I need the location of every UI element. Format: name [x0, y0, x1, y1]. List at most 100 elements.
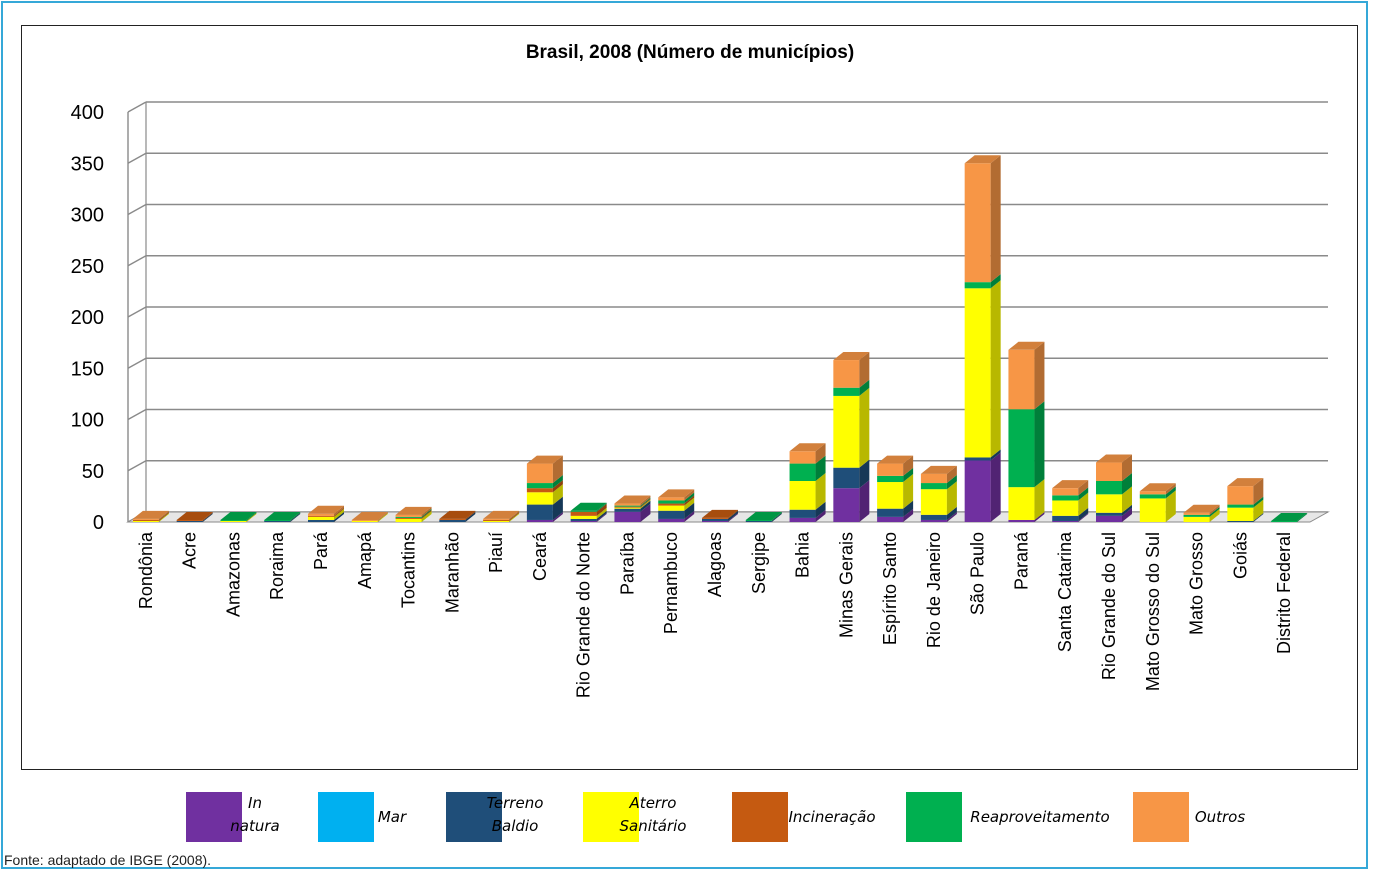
bar-segment-side — [903, 508, 914, 522]
bar-segment-side — [815, 501, 826, 518]
gridline-side — [127, 460, 147, 472]
bar-segment — [351, 519, 378, 521]
bar-top — [395, 506, 432, 515]
legend-label: Reaproveitamento — [970, 808, 1109, 826]
bar-segment — [132, 519, 159, 521]
y-tick-label: 200 — [71, 307, 104, 329]
bar-segment — [308, 516, 334, 520]
bar-stack — [176, 511, 213, 522]
y-tick-label: 400 — [71, 102, 104, 124]
bar-segment-side — [1034, 341, 1045, 410]
bar-stack — [264, 511, 301, 522]
legend-item: Outros — [1133, 792, 1245, 842]
bar-segment — [526, 488, 553, 493]
bar-segment-side — [1209, 504, 1220, 515]
bar-segment — [614, 506, 641, 508]
y-tick-label: 150 — [71, 358, 104, 380]
bar-segment — [1008, 519, 1035, 522]
y-tick-label: 100 — [71, 410, 104, 432]
gridline-side — [127, 357, 147, 369]
bar-segment — [789, 509, 816, 518]
bar-segment — [176, 519, 203, 521]
bar-segment-side — [509, 510, 520, 520]
bar-top — [964, 155, 1001, 164]
bar-segment-side — [859, 352, 870, 388]
bar-segment — [745, 519, 772, 521]
bar-segment-side — [728, 510, 738, 521]
bar-top — [220, 511, 257, 520]
y-axis-ticks: 0 50 100 150 200 250 300 350 400 — [71, 102, 104, 534]
legend-item: Mar — [318, 792, 407, 842]
bar-segment — [132, 520, 159, 522]
bar-top — [483, 510, 520, 519]
legend-item: Terreno Baldio — [446, 792, 543, 842]
bar-segment — [395, 514, 422, 517]
bar-segment — [526, 463, 553, 484]
x-tick-label: Paraná — [1011, 531, 1031, 590]
bar-segment-side — [1209, 508, 1220, 522]
bar-stack — [877, 455, 914, 522]
bar-segment-side — [596, 503, 607, 516]
legend-label: Terreno — [487, 794, 544, 812]
bar-segment — [1139, 494, 1166, 499]
bar-segment-side — [1253, 496, 1264, 508]
bar-segment-side — [1122, 504, 1132, 516]
bar-stack — [220, 511, 257, 522]
legend-swatch — [186, 792, 242, 842]
bar-segment-side — [334, 505, 344, 516]
x-tick-label: Acre — [180, 532, 200, 569]
bar-segment-side — [421, 509, 432, 519]
bar-segment — [1052, 520, 1079, 522]
bar-segment-side — [596, 507, 607, 519]
bar-top — [1008, 341, 1045, 350]
chart-title: Brasil, 2008 (Número de municípios) — [526, 42, 854, 63]
y-tick-label: 0 — [93, 512, 104, 534]
bar-segment-side — [771, 511, 782, 521]
bar-segment — [570, 520, 597, 522]
bar-segment-side — [859, 459, 870, 489]
bar-top — [1183, 504, 1220, 513]
x-tick-label: Minas Gerais — [836, 532, 856, 638]
x-tick-label: Rio de Janeiro — [924, 532, 944, 648]
bar-segment-side — [1078, 492, 1089, 516]
bar-segment — [1183, 512, 1210, 515]
bar-segment — [833, 395, 860, 468]
chart-area — [21, 25, 1358, 770]
bar-segment — [833, 488, 860, 522]
bar-stack — [745, 511, 782, 522]
bar-segment-side — [290, 512, 301, 522]
bar-segment-side — [334, 507, 344, 517]
bar-segment — [220, 519, 247, 521]
x-tick-label: Rondônia — [136, 531, 156, 609]
bar-segment-side — [377, 512, 388, 522]
bar-segment — [833, 387, 860, 396]
x-tick-label: Goiás — [1230, 532, 1250, 579]
bar-segment-side — [552, 484, 563, 505]
bar-segment-side — [990, 452, 1001, 522]
legend-label: natura — [230, 817, 279, 835]
bar-segment-side — [771, 512, 782, 522]
bar-segment — [264, 519, 291, 521]
bar-segment — [658, 503, 685, 506]
bar-stack — [483, 510, 520, 522]
bar-segment — [526, 483, 553, 489]
bar-stack — [920, 465, 957, 522]
x-tick-label: Mato Grosso do Sul — [1143, 532, 1163, 691]
bar-segment — [745, 520, 772, 522]
x-tick-label: Alagoas — [705, 532, 725, 597]
bar-segment — [1096, 494, 1122, 513]
bar-segment — [308, 515, 334, 517]
bar-segment — [570, 518, 597, 521]
bar-top — [877, 455, 914, 464]
bar-segment-side — [377, 511, 388, 521]
bar-segment — [483, 519, 510, 521]
bar-segment-side — [1253, 512, 1264, 522]
bar-segment-side — [815, 473, 826, 510]
gridline-side — [127, 255, 147, 267]
x-tick-label: Santa Catarina — [1055, 531, 1075, 652]
x-tick-label: Pará — [311, 531, 331, 570]
bar-top — [1271, 512, 1308, 521]
bar-segment-side — [552, 475, 563, 489]
